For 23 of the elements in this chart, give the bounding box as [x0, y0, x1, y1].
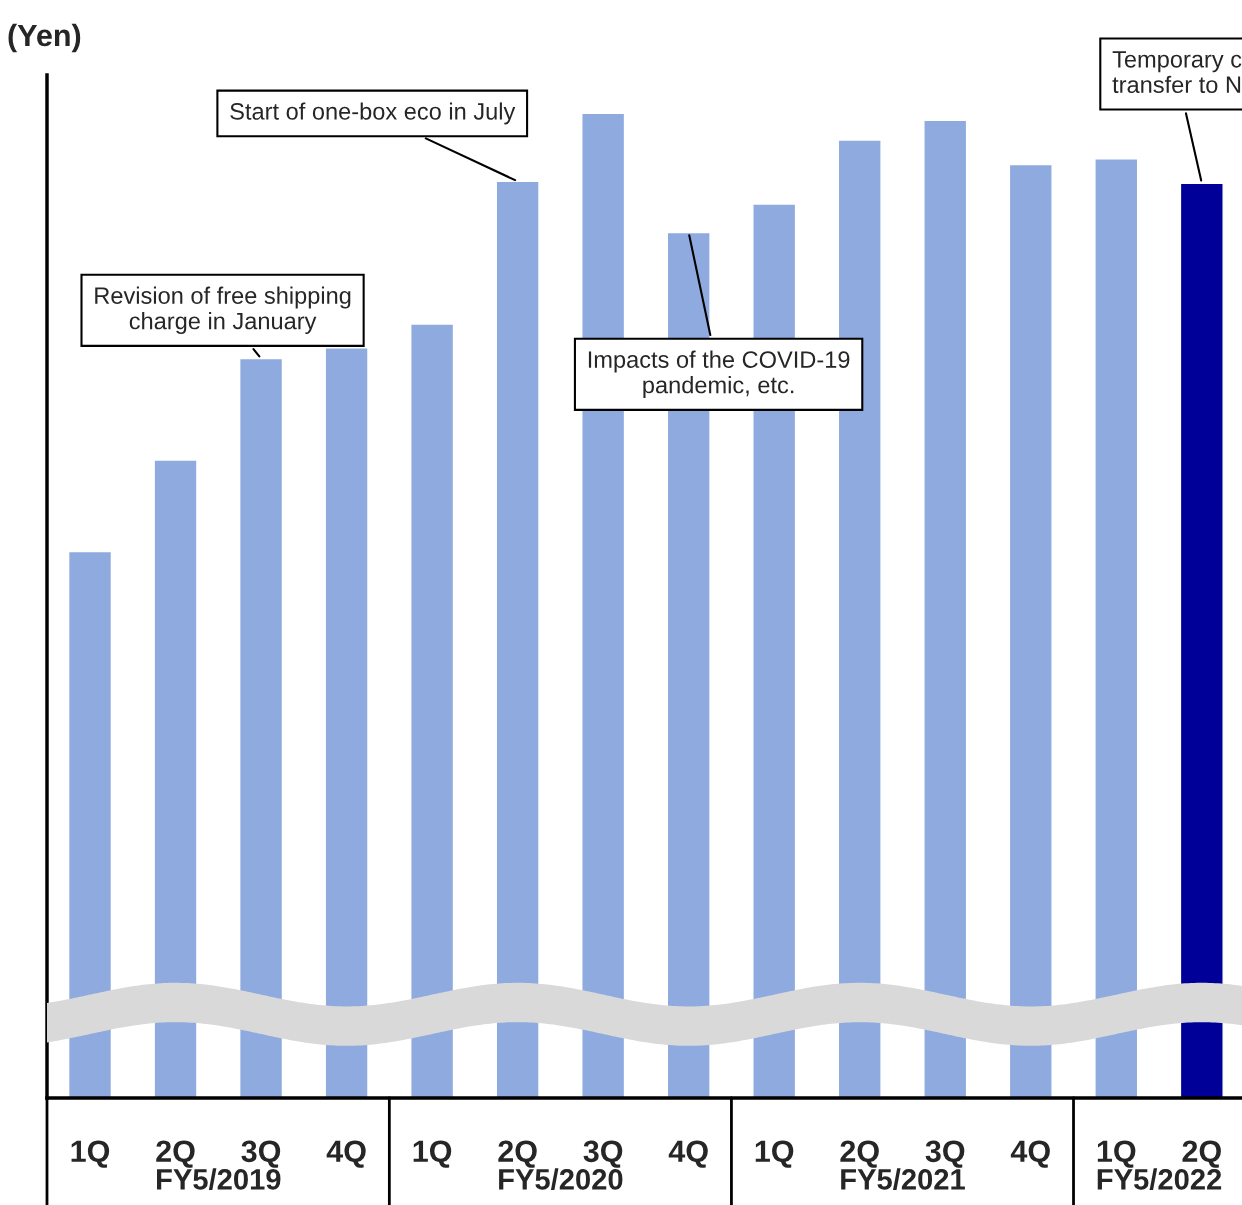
- x-tick-label: 1Q: [413, 1140, 452, 1168]
- x-tick-label: 2Q: [1182, 1140, 1221, 1168]
- x-tick-label: 1Q: [71, 1140, 110, 1168]
- x-tick-label: 3Q: [925, 1140, 965, 1168]
- text: Temporary c transfer to N: [1112, 51, 1242, 94]
- text: FY5/2019: [157, 1168, 281, 1191]
- x-tick-label: 4Q: [1010, 1140, 1050, 1168]
- x-tick-label: 4Q: [326, 1140, 366, 1168]
- x-tick-label: 1Q: [1097, 1140, 1136, 1168]
- x-tick-label: 2Q: [156, 1140, 195, 1168]
- x-tick-label: 2Q: [840, 1140, 879, 1168]
- y-axis-title: (Yen): [8, 23, 81, 53]
- text: FY5/2022: [1097, 1168, 1222, 1191]
- annotation: Revision of free shipping charge in January: [95, 286, 351, 335]
- text: FY5/2021: [841, 1168, 965, 1191]
- x-tick-label: 3Q: [583, 1140, 623, 1168]
- x-tick-label: 4Q: [668, 1140, 708, 1168]
- annotation: Start of one-box eco in July: [230, 102, 516, 125]
- text: FY5/2020: [499, 1168, 623, 1191]
- x-tick-label: 2Q: [498, 1140, 537, 1168]
- x-tick-label: 3Q: [241, 1140, 281, 1168]
- x-tick-label: 1Q: [755, 1140, 794, 1168]
- annotation: Impacts of the COVID-19 pandemic, etc.: [588, 350, 850, 399]
